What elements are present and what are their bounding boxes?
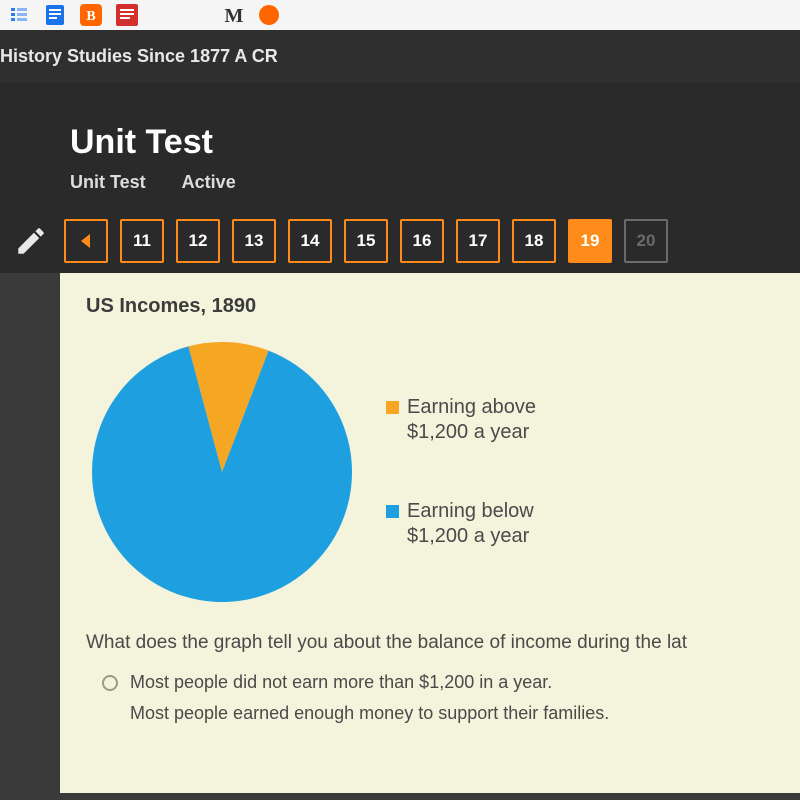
os-taskbar: B M [0,0,800,30]
nav-question-17[interactable]: 17 [456,219,500,263]
nav-question-20: 20 [624,219,668,263]
pencil-icon[interactable] [10,220,52,262]
legend-swatch-icon [386,505,399,518]
svg-text:M: M [225,5,244,26]
answer-text: Most people did not earn more than $1,20… [130,672,552,693]
taskbar-icon[interactable] [44,4,66,26]
page-header: Unit Test Unit Test Active [0,83,800,213]
radio-icon[interactable] [102,675,118,691]
course-breadcrumb: History Studies Since 1877 A CR [0,30,800,83]
taskbar-icon[interactable]: M [222,4,244,26]
legend-item-below: Earning below$1,200 a year [386,499,536,549]
tab-active[interactable]: Active [182,172,236,193]
nav-question-15[interactable]: 15 [344,219,388,263]
answer-option[interactable]: Most people earned enough money to suppo… [102,703,774,724]
nav-question-19[interactable]: 19 [568,219,612,263]
nav-question-18[interactable]: 18 [512,219,556,263]
nav-question-16[interactable]: 16 [400,219,444,263]
nav-prev-button[interactable] [64,219,108,263]
nav-question-14[interactable]: 14 [288,219,332,263]
page-title: Unit Test [70,123,740,162]
question-prompt: What does the graph tell you about the b… [86,632,774,654]
pie-chart [92,342,352,602]
nav-question-12[interactable]: 12 [176,219,220,263]
taskbar-icon[interactable] [8,4,30,26]
taskbar-icon-blogger[interactable]: B [80,4,102,26]
question-content-panel: US Incomes, 1890 Earning above$1,200 a y… [60,273,800,793]
answer-text: Most people earned enough money to suppo… [130,703,609,724]
pie-chart-area: Earning above$1,200 a year Earning below… [86,342,774,602]
svg-text:B: B [86,9,95,24]
nav-question-11[interactable]: 11 [120,219,164,263]
legend-label: Earning above$1,200 a year [407,395,536,445]
sub-tabs: Unit Test Active [70,172,740,203]
question-nav: 11 12 13 14 15 16 17 18 19 20 [0,213,800,273]
taskbar-icon[interactable] [116,4,138,26]
legend-swatch-icon [386,401,399,414]
legend-item-above: Earning above$1,200 a year [386,395,536,445]
tab-unit-test[interactable]: Unit Test [70,172,146,193]
chart-title: US Incomes, 1890 [86,295,774,318]
chart-legend: Earning above$1,200 a year Earning below… [386,395,536,549]
legend-label: Earning below$1,200 a year [407,499,534,549]
taskbar-icon[interactable] [258,4,280,26]
answer-option[interactable]: Most people did not earn more than $1,20… [102,672,774,693]
nav-question-13[interactable]: 13 [232,219,276,263]
